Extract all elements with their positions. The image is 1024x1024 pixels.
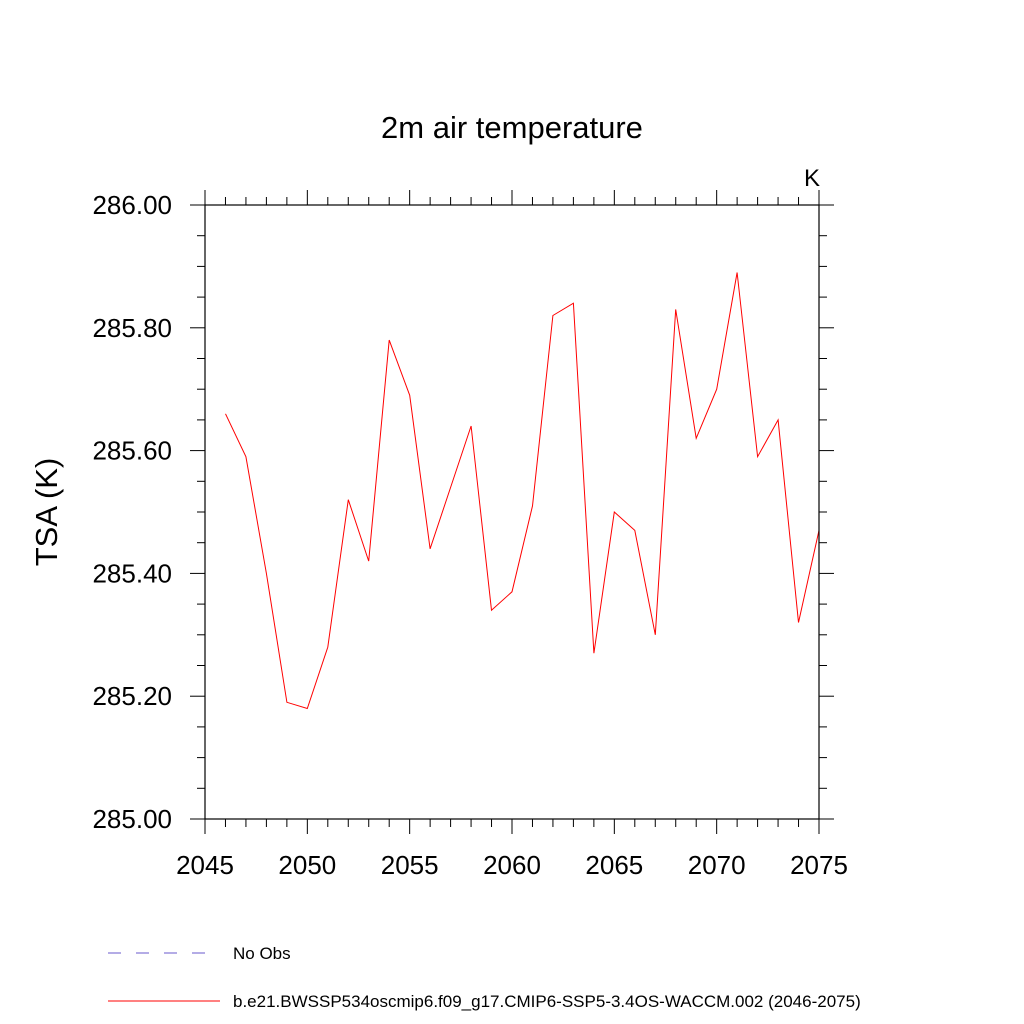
units-label: K (804, 165, 820, 192)
x-tick-label: 2075 (790, 850, 848, 880)
series-group (225, 272, 820, 710)
x-tick-label: 2070 (688, 850, 746, 880)
x-tick-label: 2055 (381, 850, 439, 880)
legend-label-model-run: b.e21.BWSSP534oscmip6.f09_g17.CMIP6-SSP5… (233, 992, 861, 1011)
y-tick-label: 286.00 (92, 190, 172, 220)
axis-ticks (190, 190, 834, 834)
plot-frame (204, 204, 820, 820)
legend: No Obs b.e21.BWSSP534oscmip6.f09_g17.CMI… (108, 944, 861, 1011)
x-tick-label: 2045 (176, 850, 234, 880)
y-axis-label: TSA (K) (29, 458, 64, 567)
y-tick-label: 285.00 (92, 804, 172, 834)
y-tick-label: 285.20 (92, 681, 172, 711)
x-tick-label: 2060 (483, 850, 541, 880)
y-tick-labels: 285.00 285.20 285.40 285.60 285.80 286.00 (92, 190, 172, 834)
y-tick-label: 285.60 (92, 436, 172, 466)
y-tick-label: 285.40 (92, 558, 172, 588)
series-line (225, 272, 820, 710)
x-tick-labels: 2045 2050 2055 2060 2065 2070 2075 (176, 850, 848, 880)
y-tick-label: 285.80 (92, 313, 172, 343)
x-tick-label: 2050 (278, 850, 336, 880)
chart-title: 2m air temperature (381, 110, 643, 145)
x-tick-label: 2065 (585, 850, 643, 880)
legend-label-no-obs: No Obs (233, 944, 291, 963)
